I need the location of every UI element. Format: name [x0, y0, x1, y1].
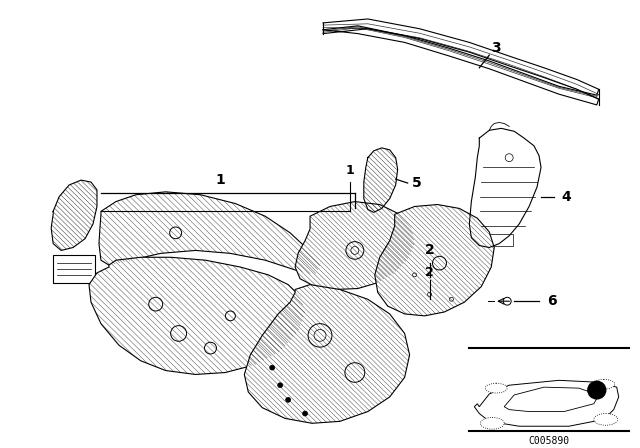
Circle shape [303, 411, 308, 416]
Circle shape [588, 381, 605, 399]
Circle shape [428, 293, 431, 296]
Text: 3: 3 [492, 41, 501, 55]
Circle shape [205, 342, 216, 354]
Polygon shape [99, 192, 320, 275]
Text: C005890: C005890 [529, 436, 570, 446]
Text: 1: 1 [346, 164, 355, 177]
Text: 2: 2 [425, 267, 434, 280]
Polygon shape [89, 257, 305, 375]
Polygon shape [504, 387, 599, 412]
Circle shape [503, 297, 511, 305]
Polygon shape [295, 202, 415, 289]
Text: 1: 1 [216, 173, 225, 187]
Ellipse shape [485, 383, 507, 393]
Circle shape [314, 330, 326, 341]
Text: 6: 6 [547, 294, 557, 308]
Circle shape [170, 227, 182, 239]
Circle shape [345, 363, 365, 382]
Circle shape [413, 273, 417, 277]
Text: 2: 2 [425, 243, 435, 257]
Circle shape [148, 297, 163, 311]
Circle shape [171, 326, 187, 341]
Circle shape [285, 397, 291, 402]
Circle shape [505, 154, 513, 162]
Circle shape [225, 311, 236, 321]
Polygon shape [474, 380, 619, 426]
Bar [53, 255, 95, 283]
Polygon shape [375, 205, 494, 316]
Ellipse shape [594, 414, 618, 425]
Circle shape [308, 323, 332, 347]
Circle shape [449, 297, 453, 301]
Circle shape [269, 365, 275, 370]
Circle shape [433, 256, 447, 270]
Circle shape [351, 246, 359, 254]
Polygon shape [244, 284, 410, 423]
Text: 5: 5 [412, 176, 421, 190]
Ellipse shape [593, 379, 614, 389]
Circle shape [346, 241, 364, 259]
Ellipse shape [480, 418, 504, 429]
Circle shape [278, 383, 283, 388]
Bar [483, 234, 513, 246]
Text: 4: 4 [561, 190, 571, 204]
